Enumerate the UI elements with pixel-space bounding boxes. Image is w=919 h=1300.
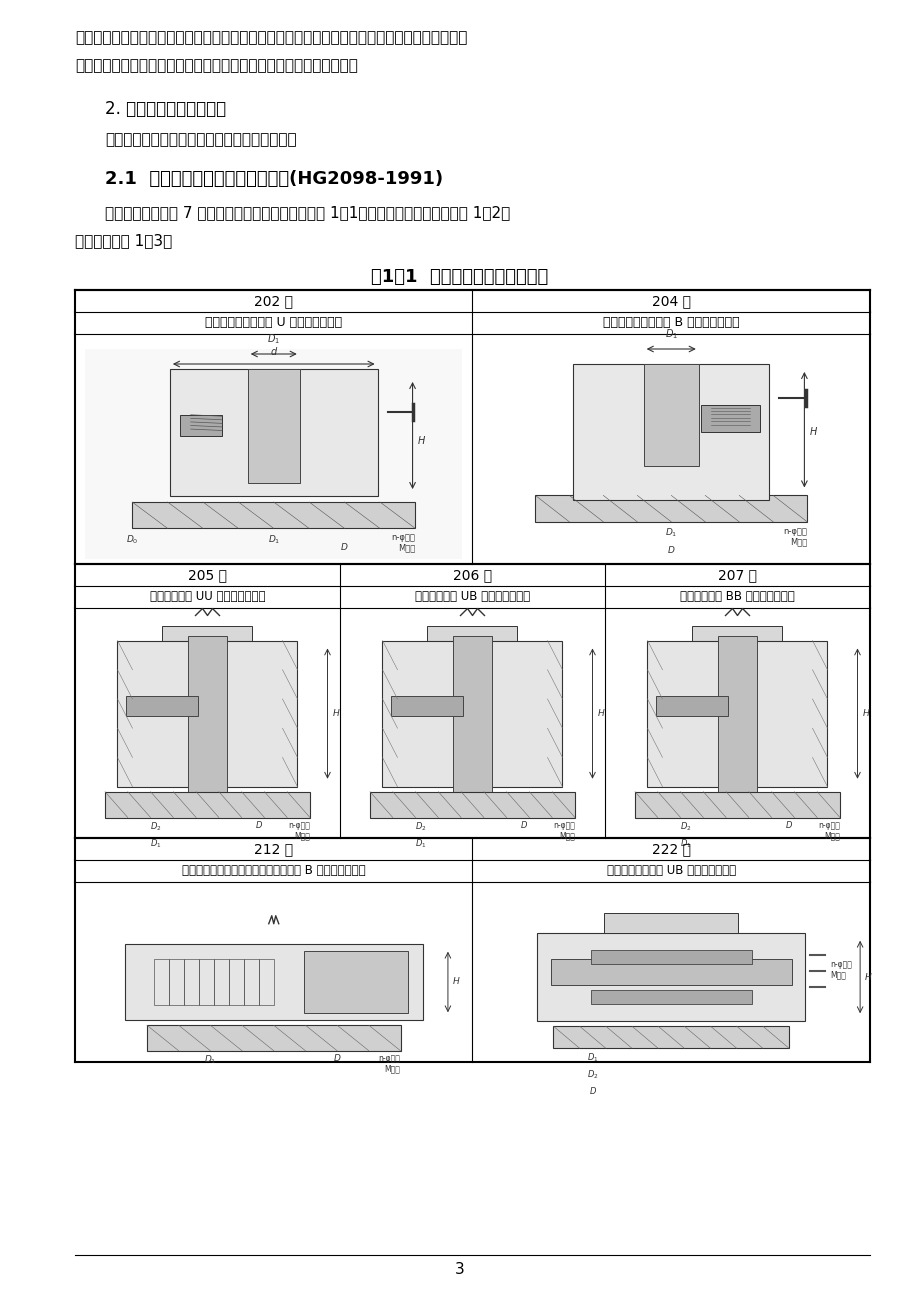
Text: 釜用机械密封共有 7 个系列，其基本型式及代号见表 1－1；基本参数及适用范围见表 1－2；: 釜用机械密封共有 7 个系列，其基本型式及代号见表 1－1；基本参数及适用范围见… [105,205,510,220]
Text: 212 型: 212 型 [254,842,293,855]
Bar [170,369,377,495]
Bar [692,625,782,641]
Text: H: H [862,708,868,718]
Bar [118,641,297,786]
Text: 3: 3 [455,1262,464,1278]
Text: n-φ安装
M螺栓: n-φ安装 M螺栓 [552,820,574,840]
Text: H: H [452,978,460,987]
Text: H: H [332,708,339,718]
Bar [643,364,698,467]
Bar [537,933,804,1022]
Bar [132,502,414,528]
Bar [105,792,310,818]
Bar [184,959,199,1005]
Text: 206 型: 206 型 [452,568,492,582]
Bar [127,697,199,716]
Text: 当标准釜用机械密封满足要求时，应优先选用。: 当标准釜用机械密封满足要求时，应优先选用。 [105,133,296,147]
Bar [604,913,737,933]
Text: 表1－1  釜用机械密封的基本型式: 表1－1 釜用机械密封的基本型式 [371,268,548,286]
Text: D: D [255,820,262,829]
Bar [303,952,407,1013]
Bar [656,697,728,716]
Text: n-φ安装
M螺栓: n-φ安装 M螺栓 [817,820,839,840]
Text: n-φ安装
M螺栓: n-φ安装 M螺栓 [379,1054,400,1074]
Bar [590,950,751,963]
Bar [229,959,244,1005]
Bar [550,958,791,985]
Bar [244,959,258,1005]
Text: $D_0$: $D_0$ [126,533,138,546]
Bar [452,636,492,792]
Bar [717,636,756,792]
Bar [163,625,252,641]
Bar [535,495,806,521]
Text: 207 型: 207 型 [717,568,756,582]
Text: 单端面小弹簧外流式聚四氟乙烯波纹管 B 型釜用机械密封: 单端面小弹簧外流式聚四氟乙烯波纹管 B 型釜用机械密封 [182,864,365,878]
Bar [427,625,516,641]
Text: 222 型: 222 型 [651,842,690,855]
Text: 单端面小弹簧外流式 B 型釜用机械密封: 单端面小弹簧外流式 B 型釜用机械密封 [602,316,739,329]
Text: 拆卸联轴器的空档垫块就可更换密封件了。而轴的联接方式可采用带短节的夹壳联轴器或短轴联轴: 拆卸联轴器的空档垫块就可更换密封件了。而轴的联接方式可采用带短节的夹壳联轴器或短… [75,30,467,46]
Bar [85,348,462,559]
Bar [247,369,300,484]
Text: H: H [596,708,604,718]
Bar [258,959,274,1005]
Text: D: D [341,543,347,552]
Bar [154,959,169,1005]
Text: H: H [864,972,871,982]
Text: H: H [809,428,816,437]
Text: d: d [270,347,277,358]
Bar [382,641,562,786]
Text: D: D [334,1054,340,1063]
Text: 2. 标准釜用机械密封装置: 2. 标准釜用机械密封装置 [105,100,226,118]
Text: 双端面小弹簧 UU 型釜用机械密封: 双端面小弹簧 UU 型釜用机械密封 [150,590,265,603]
Text: 径向双端面小弹簧 UB 型釜用机械密封: 径向双端面小弹簧 UB 型釜用机械密封 [606,864,735,878]
Bar [180,415,221,437]
Bar [391,697,463,716]
Text: 2.1  釜用机械密封系列及主要参数(HG2098-1991): 2.1 釜用机械密封系列及主要参数(HG2098-1991) [105,170,443,188]
Bar [187,636,227,792]
Text: $D_2$
$D_1$: $D_2$ $D_1$ [415,820,426,850]
Text: $D_1$: $D_1$ [664,328,677,341]
Text: H: H [417,436,425,446]
Bar [214,959,229,1005]
Bar [700,404,759,432]
Text: $D_2$
$D_1$: $D_2$ $D_1$ [680,820,691,850]
Text: n-φ安装
M螺栓: n-φ安装 M螺栓 [829,961,851,980]
Text: D: D [785,820,791,829]
Bar [573,364,768,500]
Text: $D_1$: $D_1$ [267,533,279,546]
Text: 双端面小弹簧 UB 型釜用机械密封: 双端面小弹簧 UB 型釜用机械密封 [414,590,529,603]
Text: n-φ安装
M螺栓: n-φ安装 M螺栓 [288,820,310,840]
Text: 主要尺寸见表 1－3。: 主要尺寸见表 1－3。 [75,233,172,248]
Text: n-φ安装
M螺栓: n-φ安装 M螺栓 [782,526,806,546]
Bar [369,792,574,818]
Bar [124,944,423,1020]
Text: $D_1$
$D$: $D_1$ $D$ [664,526,676,555]
Text: 202 型: 202 型 [254,294,293,308]
Text: 单端面小弹簧外流式 U 型釜用机械密封: 单端面小弹簧外流式 U 型釜用机械密封 [205,316,342,329]
Bar [647,641,826,786]
Text: 双端面小弹簧 BB 型釜用机械密封: 双端面小弹簧 BB 型釜用机械密封 [679,590,794,603]
Text: $D_1$: $D_1$ [204,1054,216,1066]
Bar [169,959,184,1005]
Bar [590,991,751,1004]
Text: $D_2$
$D_1$: $D_2$ $D_1$ [151,820,162,850]
Text: $D_1$
$D_2$
$D$: $D_1$ $D_2$ $D$ [586,1052,598,1096]
Bar [553,1026,789,1048]
Bar [634,792,839,818]
Text: 器。这样，只要拆卸夹壳联轴器或短轴联轴器即可取出机械密封零件。: 器。这样，只要拆卸夹壳联轴器或短轴联轴器即可取出机械密封零件。 [75,58,357,73]
Text: n-φ安装
M螺栓: n-φ安装 M螺栓 [391,533,414,552]
Text: $D_1$: $D_1$ [267,333,280,346]
Text: 205 型: 205 型 [187,568,227,582]
Bar [199,959,214,1005]
Text: 204 型: 204 型 [651,294,690,308]
Text: D: D [520,820,527,829]
Bar [147,1026,400,1050]
